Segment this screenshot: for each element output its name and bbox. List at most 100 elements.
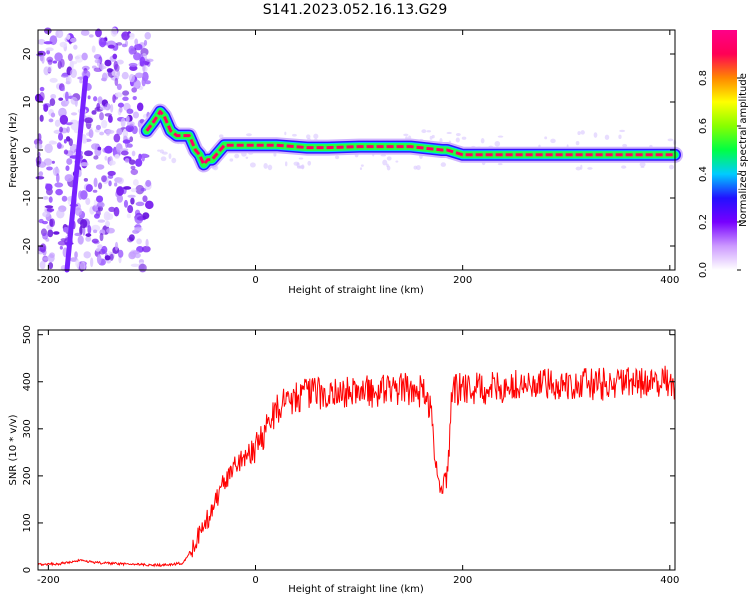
noise-blob: [80, 29, 90, 36]
noise-blob: [42, 196, 49, 200]
faint-blob: [604, 134, 610, 140]
faint-blob: [306, 134, 311, 140]
noise-blob: [114, 154, 120, 159]
faint-blob: [284, 131, 287, 136]
faint-blob: [386, 165, 391, 171]
noise-blob: [130, 165, 136, 170]
faint-blob: [386, 156, 392, 161]
faint-blob: [494, 140, 501, 147]
noise-blob: [127, 194, 136, 198]
noise-blob: [59, 245, 63, 250]
noise-blob: [99, 37, 107, 48]
noise-blob: [58, 97, 64, 101]
faint-blob: [168, 153, 172, 160]
noise-blob: [133, 226, 143, 232]
snr-y-ticks: 0 100 200 300 400 500: [22, 325, 675, 573]
noise-blob: [35, 175, 45, 180]
noise-blob: [88, 129, 94, 139]
noise-blob: [122, 139, 131, 144]
noise-blob: [63, 226, 69, 233]
noise-blob: [132, 79, 141, 90]
noise-blob: [129, 136, 134, 143]
snr-frame: [37, 329, 676, 571]
faint-blob: [160, 156, 167, 162]
noise-blob: [138, 263, 147, 273]
y-tick-label: 10: [22, 96, 33, 109]
noise-blob: [128, 159, 136, 165]
noise-blob: [67, 53, 73, 62]
noise-blob: [105, 129, 115, 134]
faint-blob: [298, 157, 304, 160]
colorbar-tick-label: 0.2: [698, 214, 709, 230]
noise-blob: [97, 182, 103, 190]
snr-x-ticks: -200 0 200 400: [37, 330, 679, 586]
noise-blob: [96, 201, 105, 208]
noise-blob: [132, 111, 140, 119]
noise-blob: [127, 205, 134, 214]
noise-blob: [128, 45, 135, 55]
noise-blob: [66, 158, 73, 165]
noise-blob: [51, 140, 58, 145]
noise-blob: [121, 43, 127, 48]
x-tick-label: 200: [453, 275, 472, 286]
noise-blob: [117, 177, 124, 185]
noise-blob: [104, 255, 111, 261]
noise-blob: [142, 195, 148, 203]
noise-blob: [116, 128, 123, 136]
noise-blob: [58, 132, 64, 141]
snr-series-line: [37, 365, 676, 568]
y-tick-label: 0: [22, 147, 33, 153]
x-tick-label: 0: [252, 275, 258, 286]
faint-blob: [234, 153, 240, 159]
noise-blob: [131, 150, 136, 157]
y-tick-label: 100: [22, 513, 33, 532]
noise-blob: [126, 143, 133, 148]
faint-blob: [171, 157, 177, 164]
noise-blob: [117, 249, 124, 258]
noise-blob: [82, 138, 87, 144]
spectrogram-x-label: Height of straight line (km): [288, 285, 424, 296]
noise-blob: [46, 166, 53, 171]
noise-blob: [122, 90, 130, 96]
noise-blob: [93, 199, 98, 207]
noise-blob: [60, 58, 65, 68]
noise-blob: [136, 102, 144, 112]
noise-blob: [143, 39, 148, 46]
noise-blob: [116, 83, 122, 91]
faint-blob: [382, 159, 388, 166]
noise-blob: [95, 248, 101, 252]
noise-blob: [70, 112, 78, 116]
x-tick-label: -200: [37, 275, 60, 286]
noise-blob: [109, 253, 114, 261]
noise-blob: [50, 112, 56, 118]
noise-blob: [121, 31, 130, 41]
noise-blob: [105, 220, 111, 227]
faint-blob: [455, 132, 461, 137]
colorbar-tick-label: 0.8: [698, 70, 709, 86]
noise-blob: [36, 95, 44, 103]
noise-blob: [91, 110, 97, 115]
faint-blob: [575, 166, 582, 171]
colorbar-tick-label: 0.6: [698, 118, 709, 134]
noise-blob: [115, 92, 123, 98]
noise-blob: [93, 96, 98, 102]
noise-blob: [48, 262, 54, 270]
noise-blob: [45, 47, 54, 52]
noise-blob: [106, 68, 113, 73]
noise-blob: [126, 115, 130, 123]
x-tick-label: 400: [660, 275, 679, 286]
noise-blob: [54, 119, 61, 128]
noise-blob: [120, 117, 126, 128]
faint-blob: [263, 162, 268, 169]
noise-blob: [59, 114, 69, 125]
noise-blob: [140, 153, 149, 158]
noise-blob: [145, 238, 149, 248]
faint-blob: [245, 156, 249, 159]
spectrogram-y-label: Frequency (Hz): [8, 112, 19, 188]
faint-blob: [455, 137, 460, 143]
y-tick-label: 20: [22, 48, 33, 61]
noise-blob: [106, 227, 115, 234]
y-tick-label: -10: [22, 190, 33, 206]
noise-blob: [44, 143, 53, 154]
